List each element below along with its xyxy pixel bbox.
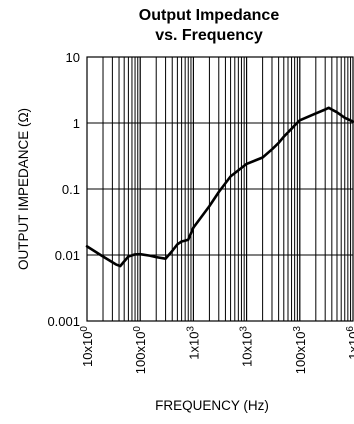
x-axis-ticks: 10x100 100x100 1x103 10x103 100x103 1x106	[79, 326, 354, 375]
x-axis-label: FREQUENCY (Hz)	[155, 398, 269, 413]
grid	[86, 57, 354, 321]
y-tick-label: 0.01	[55, 248, 80, 263]
x-tick-label: 1x106	[345, 326, 354, 360]
x-tick-label: 10x100	[79, 326, 95, 367]
x-tick-label: 100x100	[132, 326, 148, 375]
y-axis-label: OUTPUT IMPEDANCE (Ω)	[16, 108, 31, 270]
chart-title-line-1: Output Impedance	[139, 7, 280, 24]
y-tick-label: 0.1	[62, 182, 80, 197]
plot-frame	[86, 56, 354, 322]
series-group	[85, 106, 354, 268]
y-axis-ticks: 10 1 0.1 0.01 0.001	[47, 50, 80, 329]
y-tick-label: 1	[73, 116, 80, 131]
x-tick-label: 1x103	[185, 326, 201, 360]
chart-title-line-2: vs. Frequency	[155, 27, 263, 44]
x-tick-label: 100x103	[292, 326, 308, 375]
series-line	[85, 106, 354, 268]
x-tick-label: 10x103	[239, 326, 255, 367]
y-tick-label: 0.001	[47, 314, 80, 329]
y-tick-label: 10	[66, 50, 80, 65]
